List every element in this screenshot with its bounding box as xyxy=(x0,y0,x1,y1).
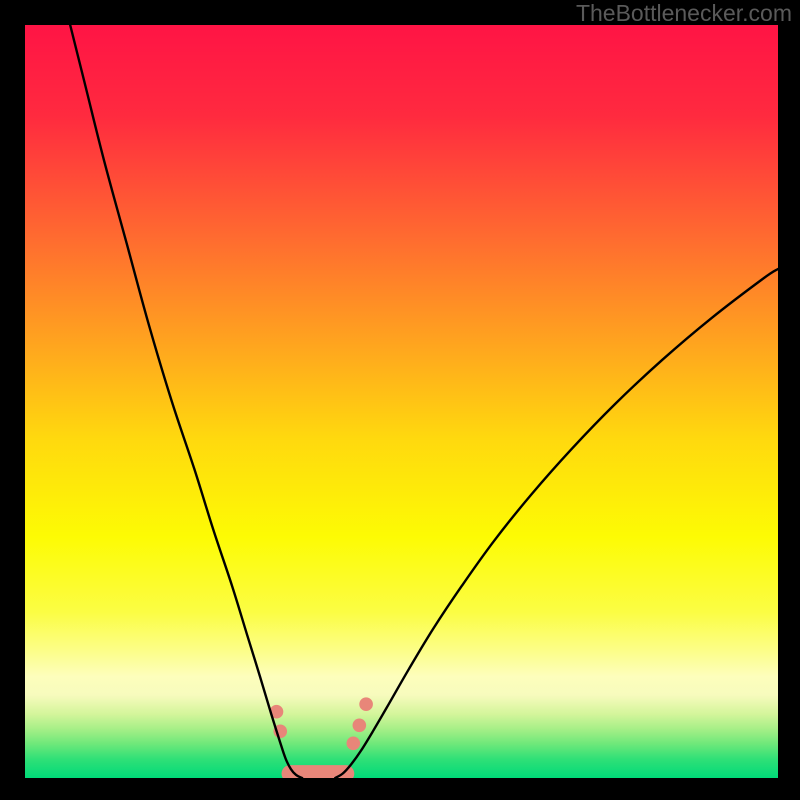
figure-root: TheBottlenecker.com xyxy=(0,0,800,800)
valley-marker-group xyxy=(270,697,373,773)
curve-left xyxy=(70,25,302,778)
watermark-label: TheBottlenecker.com xyxy=(576,0,792,27)
valley-bead xyxy=(359,697,373,711)
plot-area xyxy=(25,25,778,778)
curve-right xyxy=(335,269,778,778)
valley-bead xyxy=(353,718,367,732)
curves-overlay xyxy=(25,25,778,778)
valley-bead xyxy=(347,737,361,751)
